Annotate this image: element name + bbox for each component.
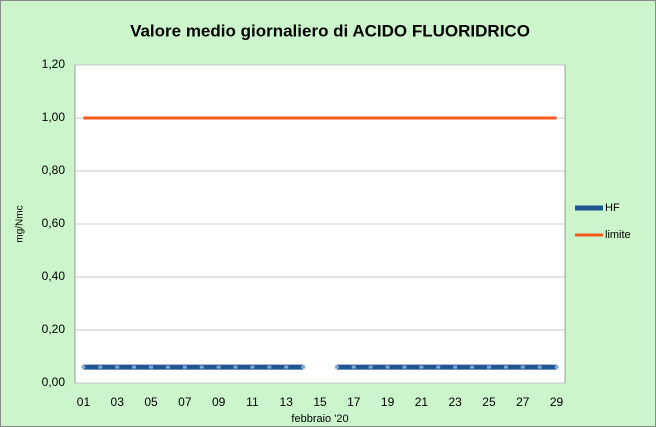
- legend-label: limite: [605, 229, 631, 241]
- x-tick-label: 23: [448, 395, 462, 409]
- y-tick-label: 1,00: [42, 110, 66, 124]
- x-tick-label: 15: [313, 395, 327, 409]
- x-axis-label: febbraio '20: [291, 413, 348, 425]
- x-tick-label: 09: [212, 395, 226, 409]
- x-tick-label: 17: [347, 395, 361, 409]
- x-tick-label: 11: [246, 395, 259, 409]
- y-tick-label: 0,20: [42, 322, 66, 336]
- chart-title: Valore medio giornaliero di ACIDO FLUORI…: [130, 21, 530, 40]
- x-tick-label: 07: [178, 395, 192, 409]
- x-tick-label: 25: [482, 395, 496, 409]
- y-tick-label: 1,20: [42, 57, 66, 71]
- y-axis-label: mg/Nmc: [15, 205, 26, 242]
- x-tick-label: 13: [280, 395, 294, 409]
- x-tick-label: 19: [381, 395, 395, 409]
- x-tick-label: 05: [144, 395, 158, 409]
- y-tick-label: 0,00: [42, 375, 66, 389]
- y-tick-label: 0,60: [42, 216, 66, 230]
- x-tick-label: 27: [516, 395, 530, 409]
- x-tick-label: 21: [415, 395, 429, 409]
- x-tick-label: 01: [77, 395, 91, 409]
- x-tick-label: 29: [550, 395, 564, 409]
- y-tick-label: 0,80: [42, 163, 66, 177]
- x-tick-label: 03: [111, 395, 125, 409]
- legend-label: HF: [605, 202, 620, 214]
- y-tick-label: 0,40: [42, 269, 66, 283]
